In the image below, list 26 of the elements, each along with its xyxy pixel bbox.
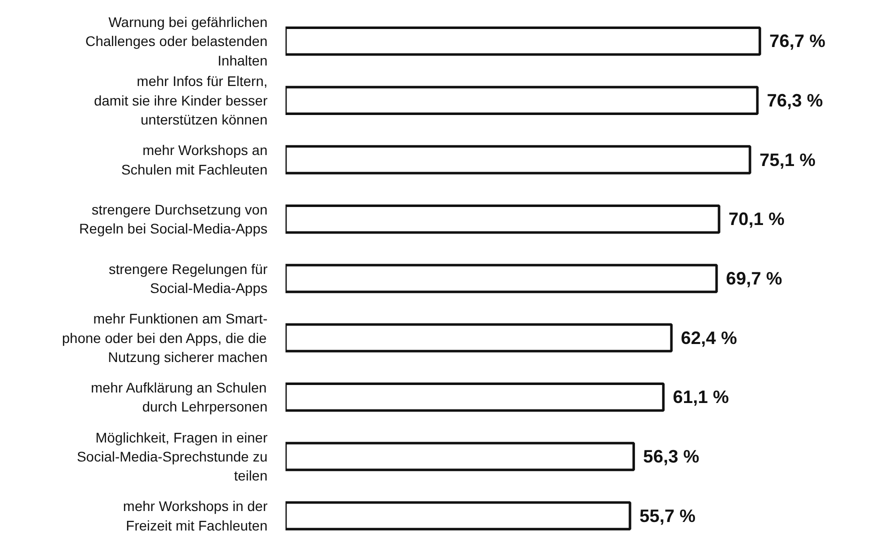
bar	[286, 442, 635, 472]
bar	[286, 145, 752, 174]
data-label: 76,3 %	[766, 90, 823, 110]
y-tick-label: strengere Regelungen für Social-Media-Apps	[108, 260, 268, 296]
bar	[286, 86, 759, 116]
data-label: 75,1 %	[759, 150, 816, 170]
data-label: 55,7 %	[639, 506, 696, 526]
bar	[286, 323, 673, 352]
bar	[286, 264, 718, 294]
data-label: 76,7 %	[769, 31, 826, 52]
bar	[286, 382, 665, 412]
data-label: 56,3 %	[643, 446, 700, 466]
y-tick-label: Möglichkeit, Fragen in einer Social-Media-Sprechstunde zu teilen	[76, 429, 268, 484]
y-tick-label: mehr Infos für Eltern, damit sie ihre Kinder besser unterstützen können	[94, 73, 268, 128]
y-tick-label: mehr Workshops an Schulen mit Fachleuten	[121, 142, 268, 178]
data-label: 62,4 %	[680, 328, 737, 348]
bar	[286, 204, 720, 234]
bar	[286, 26, 762, 56]
data-label: 70,1 %	[728, 209, 785, 230]
data-label: 61,1 %	[672, 387, 729, 408]
y-tick-label: mehr Workshops in der Freizeit mit Fachleuten	[123, 498, 268, 534]
bar	[286, 501, 632, 530]
y-tick-label: strengere Durchsetzung von Regeln bei Social-Media-Apps	[79, 202, 268, 237]
y-tick-label: mehr Funktionen am Smart- phone oder bei den Apps, die die Nutzung sicherer machen	[62, 310, 268, 366]
data-label: 69,7 %	[726, 268, 782, 288]
y-tick-label: mehr Aufklärung an Schulen durch Lehrpersonen	[90, 380, 268, 415]
